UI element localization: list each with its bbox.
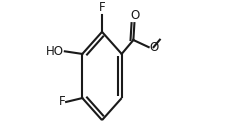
Text: O: O xyxy=(149,41,158,54)
Text: O: O xyxy=(129,9,139,22)
Text: F: F xyxy=(98,1,105,14)
Text: HO: HO xyxy=(46,45,64,58)
Text: F: F xyxy=(59,95,65,109)
